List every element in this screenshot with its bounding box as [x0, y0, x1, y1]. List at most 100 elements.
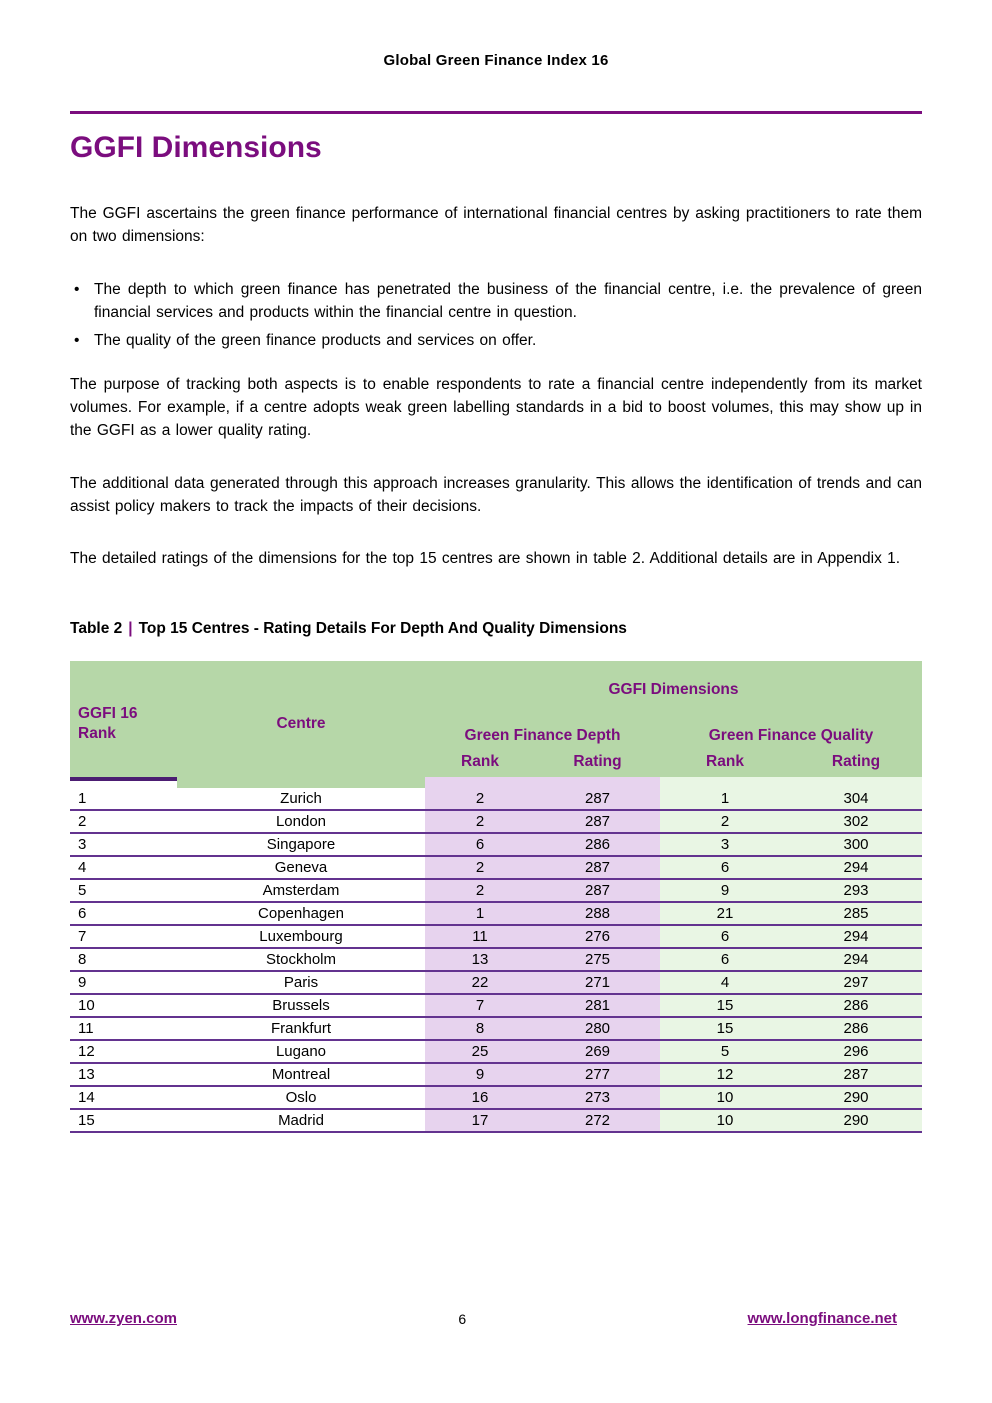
cell-depth-rank: 2 — [425, 880, 535, 901]
cell-ggfi-rank: 6 — [78, 905, 87, 922]
running-head: Global Green Finance Index 16 — [383, 52, 609, 69]
depth-column-strip — [425, 777, 660, 788]
cell-centre: Frankfurt — [270, 1020, 331, 1037]
cell-centre: Singapore — [266, 836, 336, 853]
cell-centre: Luxembourg — [259, 928, 343, 945]
cell-quality-rank: 21 — [660, 903, 790, 924]
cell-quality-rating: 286 — [790, 1018, 922, 1039]
list-item: • The quality of the green finance produ… — [70, 329, 922, 352]
cell-depth-rank: 17 — [425, 1110, 535, 1131]
cell-quality-rank: 3 — [660, 834, 790, 855]
table-row: 1 Zurich 2 287 1 304 — [70, 788, 922, 811]
cell-ggfi-rank: 14 — [78, 1089, 95, 1106]
table-row: 13 Montreal 9 277 12 287 — [70, 1064, 922, 1087]
bullet-text: The depth to which green finance has pen… — [94, 281, 922, 321]
cell-centre: Paris — [283, 974, 319, 991]
cell-depth-rating: 275 — [535, 949, 660, 970]
table-row: 2 London 2 287 2 302 — [70, 811, 922, 834]
cell-centre: Amsterdam — [262, 882, 340, 899]
column-group-green-finance-quality: Green Finance Quality — [708, 727, 874, 744]
additional-data-paragraph: The additional data generated through th… — [70, 475, 922, 515]
cell-depth-rating: 272 — [535, 1110, 660, 1131]
table-body: 1 Zurich 2 287 1 304 2 London 2 287 2 30… — [70, 788, 922, 1133]
table-header-group-row: GGFI Dimensions — [70, 661, 922, 701]
header-green-stub — [177, 777, 425, 788]
cell-depth-rank: 2 — [425, 857, 535, 878]
cell-depth-rating: 286 — [535, 834, 660, 855]
cell-ggfi-rank: 11 — [78, 1020, 94, 1037]
cell-centre: Montreal — [271, 1066, 331, 1083]
cell-depth-rating: 287 — [535, 857, 660, 878]
cell-quality-rating: 286 — [790, 995, 922, 1016]
table-caption-title: Top 15 Centres - Rating Details For Dept… — [138, 620, 627, 637]
cell-ggfi-rank: 15 — [78, 1112, 95, 1129]
cell-quality-rank: 6 — [660, 926, 790, 947]
table-row: 12 Lugano 25 269 5 296 — [70, 1041, 922, 1064]
cell-depth-rank: 1 — [425, 903, 535, 924]
cell-quality-rank: 12 — [660, 1064, 790, 1085]
table-row: 9 Paris 22 271 4 297 — [70, 972, 922, 995]
cell-depth-rating: 277 — [535, 1064, 660, 1085]
cell-centre: Zurich — [280, 790, 322, 807]
cell-depth-rating: 269 — [535, 1041, 660, 1062]
cell-quality-rating: 296 — [790, 1041, 922, 1062]
cell-quality-rating: 293 — [790, 880, 922, 901]
cell-centre: Geneva — [274, 859, 328, 876]
cell-depth-rank: 22 — [425, 972, 535, 993]
cell-ggfi-rank: 13 — [78, 1066, 95, 1083]
cell-depth-rank: 7 — [425, 995, 535, 1016]
column-header-depth-rating: Rating — [573, 753, 622, 770]
cell-centre: London — [275, 813, 327, 830]
cell-quality-rank: 6 — [660, 857, 790, 878]
cell-quality-rating: 287 — [790, 1064, 922, 1085]
cell-quality-rating: 300 — [790, 834, 922, 855]
cell-ggfi-rank: 5 — [78, 882, 87, 899]
cell-depth-rating: 287 — [535, 880, 660, 901]
cell-quality-rank: 9 — [660, 880, 790, 901]
longfinance-link[interactable]: www.longfinance.net — [747, 1310, 897, 1327]
cell-centre: Copenhagen — [258, 905, 344, 922]
cell-ggfi-rank: 3 — [78, 836, 87, 853]
quality-column-strip — [660, 777, 922, 788]
cell-quality-rank: 2 — [660, 811, 790, 832]
table-header-bottom-strip — [70, 777, 922, 788]
cell-quality-rating: 294 — [790, 857, 922, 878]
bullet-icon: • — [74, 281, 80, 298]
cell-ggfi-rank: 1 — [78, 790, 87, 807]
cell-ggfi-rank: 10 — [78, 997, 95, 1014]
column-header-ggfi16-rank: GGFI 16 Rank — [70, 701, 177, 747]
cell-quality-rating: 294 — [790, 949, 922, 970]
cell-quality-rating: 302 — [790, 811, 922, 832]
cell-quality-rank: 15 — [660, 1018, 790, 1039]
column-group-green-finance-depth: Green Finance Depth — [464, 727, 621, 744]
table-caption: Table 2 | Top 15 Centres - Rating Details … — [70, 620, 922, 638]
ratings-table: GGFI Dimensions GGFI 16 Rank Centre Gree… — [70, 661, 922, 1133]
cell-depth-rank: 9 — [425, 1064, 535, 1085]
page-footer: www.zyen.com 6 www.longfinance.net — [70, 1310, 922, 1327]
cell-quality-rating: 294 — [790, 926, 922, 947]
cell-ggfi-rank: 9 — [78, 974, 87, 991]
cell-quality-rank: 10 — [660, 1087, 790, 1108]
cell-depth-rating: 271 — [535, 972, 660, 993]
cell-depth-rank: 25 — [425, 1041, 535, 1062]
column-header-quality-rating: Rating — [831, 753, 881, 770]
purpose-paragraph: The purpose of tracking both aspects is … — [70, 376, 922, 439]
column-group-ggfi-dimensions: GGFI Dimensions — [608, 681, 739, 698]
cell-depth-rank: 2 — [425, 811, 535, 832]
cell-depth-rating: 288 — [535, 903, 660, 924]
cell-depth-rating: 280 — [535, 1018, 660, 1039]
cell-depth-rank: 6 — [425, 834, 535, 855]
zyen-link[interactable]: www.zyen.com — [70, 1310, 177, 1327]
header-underline-rank-col — [70, 777, 177, 788]
cell-quality-rating: 290 — [790, 1087, 922, 1108]
cell-ggfi-rank: 7 — [78, 928, 87, 945]
page-title: GGFI Dimensions — [70, 131, 322, 164]
bullet-icon: • — [74, 332, 80, 349]
cell-centre: Stockholm — [265, 951, 337, 968]
cell-quality-rank: 4 — [660, 972, 790, 993]
column-header-ggfi16-line2: Rank — [78, 725, 116, 742]
cell-centre: Lugano — [275, 1043, 327, 1060]
cell-depth-rating: 273 — [535, 1087, 660, 1108]
table-row: 6 Copenhagen 1 288 21 285 — [70, 903, 922, 926]
cell-depth-rating: 287 — [535, 788, 660, 809]
